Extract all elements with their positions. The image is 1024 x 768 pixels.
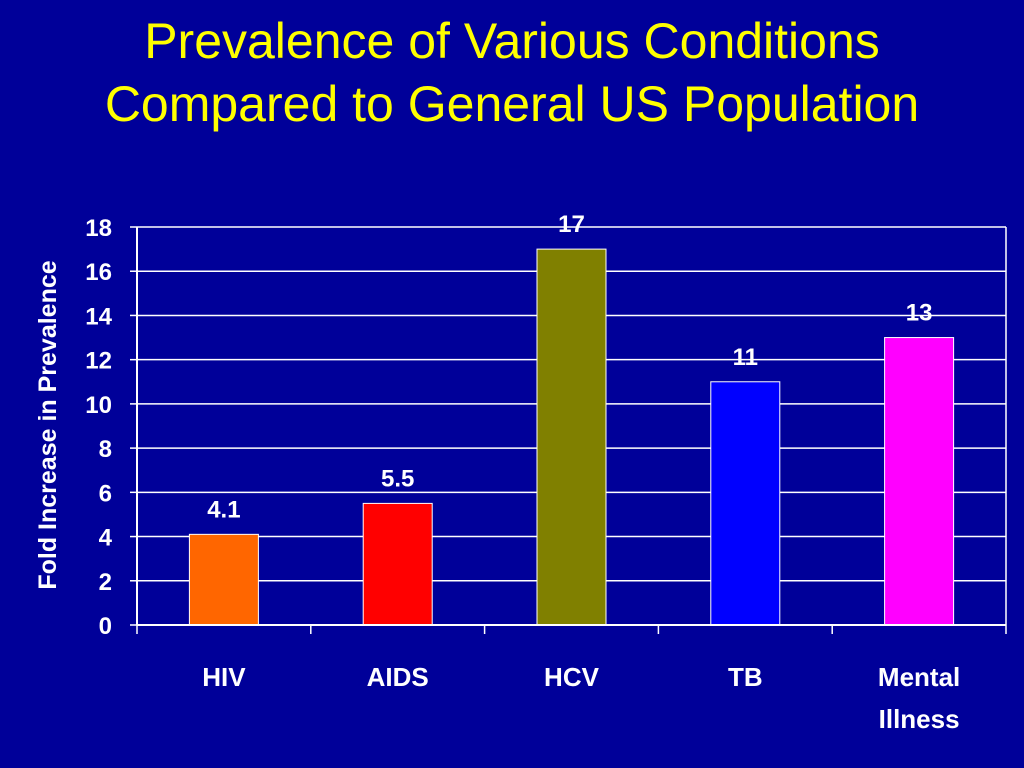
y-tick-label: 14 <box>85 303 112 330</box>
bar <box>362 502 433 626</box>
bar <box>884 337 955 626</box>
labels: 0 2 4 6 8 10 12 14 16 18 4.1 HIV 5.5 AIDS 17 HCV 11 TB 13 M… <box>85 211 960 734</box>
y-tick-label: 2 <box>99 569 112 596</box>
y-axis-title: Fold Increase in Prevalence <box>34 260 62 589</box>
data-label: 17 <box>558 211 585 238</box>
slide-title: Prevalence of Various Conditions Compare… <box>0 10 1024 136</box>
title-line-2: Compared to General US Population <box>104 76 920 132</box>
y-tick-label: 6 <box>99 480 112 507</box>
bar <box>188 533 259 626</box>
data-label: 4.1 <box>207 496 240 523</box>
data-label: 5.5 <box>381 465 414 492</box>
bars <box>188 248 955 626</box>
title-line-1: Prevalence of Various Conditions <box>144 13 880 69</box>
y-tick-label: 4 <box>99 525 113 552</box>
y-tick-label: 16 <box>85 259 112 286</box>
y-tick-label: 12 <box>85 348 112 375</box>
bar <box>536 248 607 626</box>
x-tick-label: Illness <box>879 704 960 734</box>
y-tick-label: 8 <box>99 436 112 463</box>
y-tick-label: 10 <box>85 392 112 419</box>
x-tick-label: HCV <box>544 662 600 692</box>
axes <box>130 226 1007 634</box>
y-tick-label: 18 <box>85 215 112 242</box>
data-label: 13 <box>906 300 933 327</box>
x-tick-label: TB <box>728 662 763 692</box>
x-tick-label: HIV <box>202 662 246 692</box>
data-label: 11 <box>733 344 758 371</box>
x-tick-label: Mental <box>878 662 960 692</box>
x-tick-label: AIDS <box>367 662 429 692</box>
y-tick-label: 0 <box>99 613 112 640</box>
bar <box>710 381 781 626</box>
